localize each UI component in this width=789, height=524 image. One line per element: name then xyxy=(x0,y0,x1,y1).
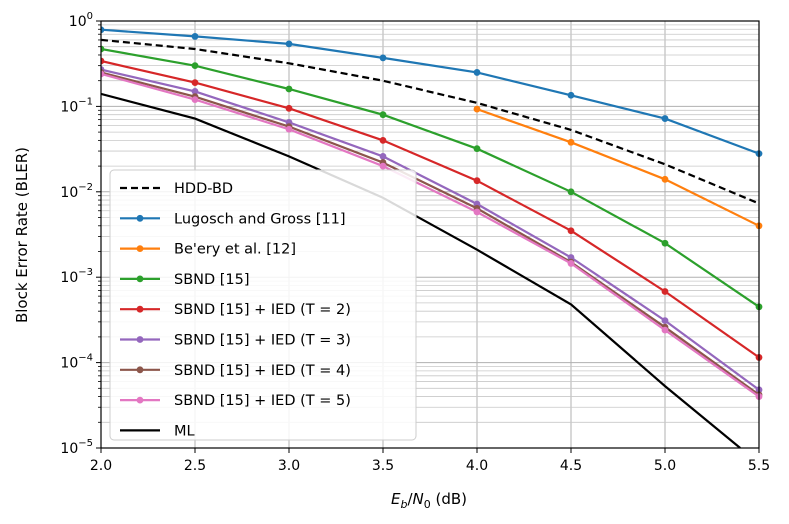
legend-marker xyxy=(136,275,144,283)
series-line xyxy=(101,71,760,396)
data-point xyxy=(379,162,387,170)
legend-label: SBND [15] + IED (T = 3) xyxy=(174,333,351,349)
data-point xyxy=(567,227,575,235)
series-line xyxy=(476,108,760,227)
data-point xyxy=(191,62,199,70)
data-point xyxy=(191,33,199,40)
x-tick-label: 2.5 xyxy=(184,458,206,474)
data-point xyxy=(473,105,481,113)
data-point xyxy=(379,152,387,160)
series-line xyxy=(101,72,760,398)
data-point xyxy=(567,260,575,267)
plot-frame xyxy=(100,20,760,449)
legend-label: SBND [15] + IED (T = 2) xyxy=(174,302,351,318)
legend-item-be-ery-et-al-12: Be'ery et al. [12] xyxy=(120,242,296,258)
x-tick-label: 5.5 xyxy=(748,458,770,474)
data-point xyxy=(101,26,105,34)
data-point xyxy=(661,317,669,325)
data-point xyxy=(379,111,387,119)
data-point xyxy=(379,54,387,62)
legend-label: Be'ery et al. [12] xyxy=(174,242,296,258)
x-tick-label: 2.0 xyxy=(90,458,112,474)
data-point xyxy=(473,69,481,76)
data-point xyxy=(101,70,105,78)
data-point xyxy=(285,125,293,133)
series-hdd-bd xyxy=(101,38,760,205)
legend-label: SBND [15] + IED (T = 4) xyxy=(174,363,351,379)
legend-label: SBND [15] + IED (T = 5) xyxy=(174,393,351,409)
series-sbnd-15-ied-t-2 xyxy=(101,57,763,361)
data-point xyxy=(473,145,481,153)
y-tick-label: 100 xyxy=(69,11,93,30)
series-lugosch-and-gross-11 xyxy=(101,26,763,158)
data-point xyxy=(661,175,669,183)
legend-marker xyxy=(136,305,144,313)
data-point xyxy=(101,57,105,65)
legend-marker xyxy=(136,396,144,404)
data-point xyxy=(285,104,293,112)
x-tick-label: 4.5 xyxy=(560,458,582,474)
legend-item-sbnd-15-ied-t-3: SBND [15] + IED (T = 3) xyxy=(120,333,351,349)
series-line xyxy=(101,68,760,391)
legend-label: Lugosch and Gross [11] xyxy=(174,211,346,227)
y-tick-label: 10−4 xyxy=(60,353,93,372)
x-axis-label: Eb/N0 (dB) xyxy=(391,490,467,511)
y-tick-label: 10−1 xyxy=(60,96,93,115)
legend-item-sbnd-15: SBND [15] xyxy=(120,272,250,288)
data-point xyxy=(473,208,481,216)
series-line xyxy=(101,38,760,205)
legend-item-sbnd-15-ied-t-2: SBND [15] + IED (T = 2) xyxy=(120,302,351,318)
data-point xyxy=(191,87,199,95)
legend-item-sbnd-15-ied-t-4: SBND [15] + IED (T = 4) xyxy=(120,363,351,379)
y-axis-label: Block Error Rate (BLER) xyxy=(13,147,31,323)
x-tick-label: 3.5 xyxy=(372,458,394,474)
legend-item-sbnd-15-ied-t-5: SBND [15] + IED (T = 5) xyxy=(120,393,351,409)
legend-marker xyxy=(136,366,144,374)
series-sbnd-15 xyxy=(101,45,763,311)
legend-marker xyxy=(136,245,144,253)
x-tick-label: 5.0 xyxy=(654,458,676,474)
series-ml xyxy=(101,92,741,448)
data-point xyxy=(661,288,669,295)
series-line xyxy=(101,59,760,359)
series-line xyxy=(101,92,741,448)
x-tick-label: 4.0 xyxy=(466,458,488,474)
series-line xyxy=(101,28,760,155)
legend-item-ml: ML xyxy=(120,423,195,439)
data-point xyxy=(661,115,669,122)
data-point xyxy=(661,326,669,334)
series-layer xyxy=(101,26,763,448)
series-line xyxy=(101,47,760,308)
y-tick-label: 10−3 xyxy=(60,267,93,286)
legend-label: ML xyxy=(174,423,195,439)
data-point xyxy=(379,136,387,144)
series-sbnd-15-ied-t-5 xyxy=(101,70,763,400)
data-point xyxy=(567,91,575,99)
data-point xyxy=(285,85,293,93)
data-point xyxy=(567,138,575,146)
data-point xyxy=(473,177,481,185)
data-point xyxy=(285,40,293,48)
data-point xyxy=(191,79,199,86)
y-tick-label: 10−5 xyxy=(60,438,93,457)
data-point xyxy=(661,239,669,247)
legend-item-hdd-bd: HDD-BD xyxy=(120,181,233,197)
legend-marker xyxy=(136,336,144,343)
legend-marker xyxy=(136,214,144,222)
series-sbnd-15-ied-t-3 xyxy=(101,66,763,394)
legend-item-lugosch-and-gross-11: Lugosch and Gross [11] xyxy=(120,211,346,227)
data-point xyxy=(191,96,199,104)
data-point xyxy=(567,188,575,196)
x-tick-label: 3.0 xyxy=(278,458,300,474)
legend-label: SBND [15] xyxy=(174,272,250,288)
series-be-ery-et-al-12 xyxy=(473,105,763,230)
data-point xyxy=(101,45,105,53)
y-tick-label: 10−2 xyxy=(60,182,93,201)
legend-box xyxy=(109,169,417,441)
legend-label: HDD-BD xyxy=(174,181,233,197)
legend: HDD-BD Lugosch and Gross [11] Be'ery et al… xyxy=(109,169,417,441)
